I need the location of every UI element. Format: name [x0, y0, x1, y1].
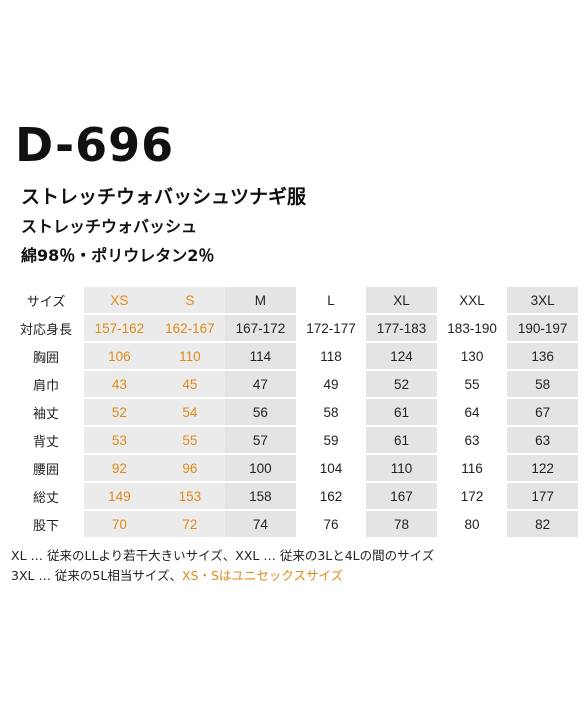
table-cell: XS — [84, 287, 155, 315]
table-cell: 52 — [84, 399, 155, 427]
table-cell: 118 — [295, 343, 367, 371]
row-label: 対応身長 — [8, 315, 85, 343]
row-label: 胸囲 — [8, 343, 85, 371]
table-cell: 104 — [295, 455, 367, 483]
table-cell: 124 — [366, 343, 437, 371]
table-cell: 82 — [507, 511, 578, 539]
row-label: 腰囲 — [8, 455, 85, 483]
table-cell: 3XL — [507, 287, 578, 315]
table-row: 対応身長 157-162 162-167 167-172 172-177 177-183 1… — [8, 315, 578, 343]
table-cell: 130 — [436, 343, 508, 371]
table-row: 背丈 53 55 57 59 61 63 63 — [8, 427, 578, 455]
row-label: 股下 — [8, 511, 85, 539]
table-cell: 54 — [154, 399, 226, 427]
size-note-1: XL … 従来のLLより若干大きいサイズ、XXL … 従来の3Lと4Lの間のサイ… — [11, 548, 435, 563]
table-cell: 61 — [366, 427, 437, 455]
table-cell: 78 — [366, 511, 437, 539]
row-label: サイズ — [8, 287, 85, 315]
table-cell: 158 — [225, 483, 296, 511]
table-cell: 92 — [84, 455, 155, 483]
row-label: 袖丈 — [8, 399, 85, 427]
table-cell: 122 — [507, 455, 578, 483]
table-row: 腰囲 92 96 100 104 110 116 122 — [8, 455, 578, 483]
unisex-note: XS・Sはユニセックスサイズ — [181, 568, 344, 583]
table-row: 胸囲 106 110 114 118 124 130 136 — [8, 343, 578, 371]
table-cell: 157-162 — [84, 315, 155, 343]
table-cell: 67 — [507, 399, 578, 427]
table-cell: 74 — [225, 511, 296, 539]
table-cell: 63 — [507, 427, 578, 455]
table-cell: 76 — [295, 511, 367, 539]
table-cell: 58 — [295, 399, 367, 427]
table-cell: 100 — [225, 455, 296, 483]
table-cell: XL — [366, 287, 437, 315]
table-row: 肩巾 43 45 47 49 52 55 58 — [8, 371, 578, 399]
table-row: 総丈 149 153 158 162 167 172 177 — [8, 483, 578, 511]
model-number: D-696 — [15, 118, 175, 172]
table-cell: 56 — [225, 399, 296, 427]
table-cell: 61 — [366, 399, 437, 427]
table-cell: M — [225, 287, 296, 315]
table-cell: 80 — [436, 511, 508, 539]
table-cell: 177 — [507, 483, 578, 511]
table-cell: XXL — [436, 287, 508, 315]
table-cell: 167 — [366, 483, 437, 511]
table-cell: 162 — [295, 483, 367, 511]
table-cell: 114 — [225, 343, 296, 371]
table-cell: 55 — [436, 371, 508, 399]
table-cell: 58 — [507, 371, 578, 399]
table-cell: S — [154, 287, 226, 315]
row-label: 背丈 — [8, 427, 85, 455]
row-label: 総丈 — [8, 483, 85, 511]
table-cell: 149 — [84, 483, 155, 511]
size-chart-table: サイズ XS S M L XL XXL 3XL 対応身長 157-162 162-167 167-17… — [8, 287, 578, 539]
table-cell: 53 — [84, 427, 155, 455]
table-cell: 162-167 — [154, 315, 226, 343]
table-header-row: サイズ XS S M L XL XXL 3XL — [8, 287, 578, 315]
table-cell: 70 — [84, 511, 155, 539]
material-composition: 綿98％・ポリウレタン2％ — [21, 246, 215, 265]
size-note-2-text: 3XL … 従来の5L相当サイズ、 — [11, 568, 182, 583]
table-row: 股下 70 72 74 76 78 80 82 — [8, 511, 578, 539]
table-cell: 167-172 — [225, 315, 296, 343]
table-cell: 96 — [154, 455, 226, 483]
table-row: 袖丈 52 54 56 58 61 64 67 — [8, 399, 578, 427]
table-cell: 116 — [436, 455, 508, 483]
table-cell: 47 — [225, 371, 296, 399]
table-cell: 172-177 — [295, 315, 367, 343]
table-cell: 57 — [225, 427, 296, 455]
table-cell: 183-190 — [436, 315, 508, 343]
table-cell: 43 — [84, 371, 155, 399]
table-cell: 52 — [366, 371, 437, 399]
table-cell: 106 — [84, 343, 155, 371]
row-label: 肩巾 — [8, 371, 85, 399]
size-note-2: 3XL … 従来の5L相当サイズ、XS・Sはユニセックスサイズ — [11, 565, 343, 584]
fabric-name: ストレッチウォバッシュ — [21, 217, 198, 236]
table-cell: 72 — [154, 511, 226, 539]
product-name: ストレッチウォバッシュツナギ服 — [21, 186, 307, 208]
table-cell: 64 — [436, 399, 508, 427]
table-cell: 153 — [154, 483, 226, 511]
table-cell: 55 — [154, 427, 226, 455]
table-cell: 136 — [507, 343, 578, 371]
table-cell: 110 — [154, 343, 226, 371]
table-cell: 190-197 — [507, 315, 578, 343]
table-cell: 45 — [154, 371, 226, 399]
table-cell: 63 — [436, 427, 508, 455]
table-cell: 177-183 — [366, 315, 437, 343]
table-cell: L — [295, 287, 367, 315]
table-cell: 110 — [366, 455, 437, 483]
table-cell: 172 — [436, 483, 508, 511]
table-cell: 49 — [295, 371, 367, 399]
table-cell: 59 — [295, 427, 367, 455]
